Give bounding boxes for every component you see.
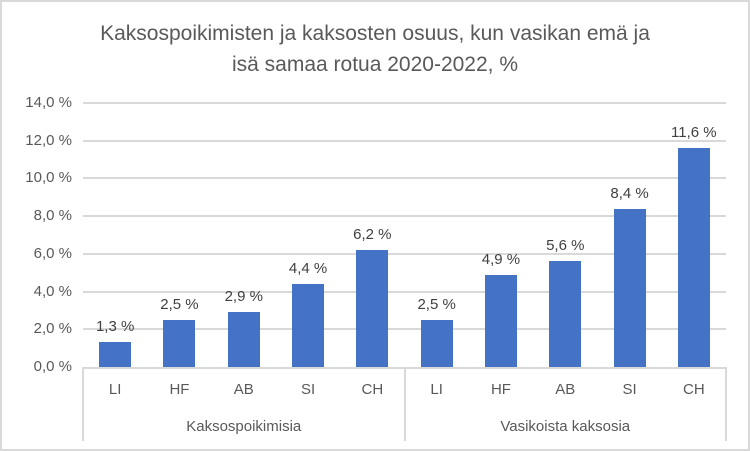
x-category-label: HF [490,381,511,398]
data-label: 6,2 % [353,226,392,244]
x-category-label: CH [361,381,384,398]
data-label: 2,5 % [160,295,199,313]
y-tick-label: 8,0 % [33,207,72,225]
y-tick-label: 4,0 % [33,282,72,300]
y-tick-label: 12,0 % [25,131,72,149]
y-tick-label: 2,0 % [33,320,72,338]
bar [677,148,710,367]
bar [163,319,196,367]
data-label: 1,3 % [95,318,135,336]
gridline [83,139,726,142]
x-category-label: AB [555,381,576,398]
gridline [83,252,726,255]
bar [420,319,453,367]
bar [292,284,325,367]
chart-title-line-2: isä samaa rotua 2020-2022, % [231,53,518,76]
data-label: 4,9 % [481,250,521,268]
x-category-label: LI [108,381,122,398]
bar [99,342,132,367]
bar [227,312,260,367]
gridline [83,177,726,180]
bar [613,208,646,367]
x-group-label: Kaksospoikimisia [186,418,302,435]
y-tick-label: 6,0 % [33,244,72,262]
category-divider [725,367,727,441]
gridline [83,328,726,331]
data-label: 2,9 % [224,288,263,306]
gridline [83,215,726,218]
category-divider [403,367,406,441]
y-tick-label: 0,0 % [33,358,72,375]
bar [549,261,582,367]
y-tick-label: 10,0 % [25,169,72,187]
bar [356,250,389,367]
x-category-label: SI [622,381,637,398]
gridline [83,102,726,104]
chart-title-line-1: Kaksospoikimisten ja kaksosten osuus, ku… [100,22,650,45]
gridline [83,290,726,293]
category-divider [82,367,84,441]
data-label: 11,6 % [671,124,717,142]
bar [484,274,517,367]
x-category-label: HF [169,381,190,398]
y-tick-label: 14,0 % [25,94,72,111]
data-label: 2,5 % [417,295,456,313]
data-label: 5,6 % [546,237,585,255]
x-category-label: AB [233,381,254,398]
x-category-label: SI [300,381,316,398]
plot-area: 1,3 % 2,5 % 2,9 % 4,4 % 6,2 % 2,5 % 4,9 % 5,6 %… [83,102,726,369]
data-label: 4,4 % [288,260,328,278]
x-group-label: Vasikoista kaksosia [500,418,631,435]
data-label: 8,4 % [610,184,649,202]
x-category-label: LI [430,381,443,398]
x-category-label: CH [683,381,705,398]
